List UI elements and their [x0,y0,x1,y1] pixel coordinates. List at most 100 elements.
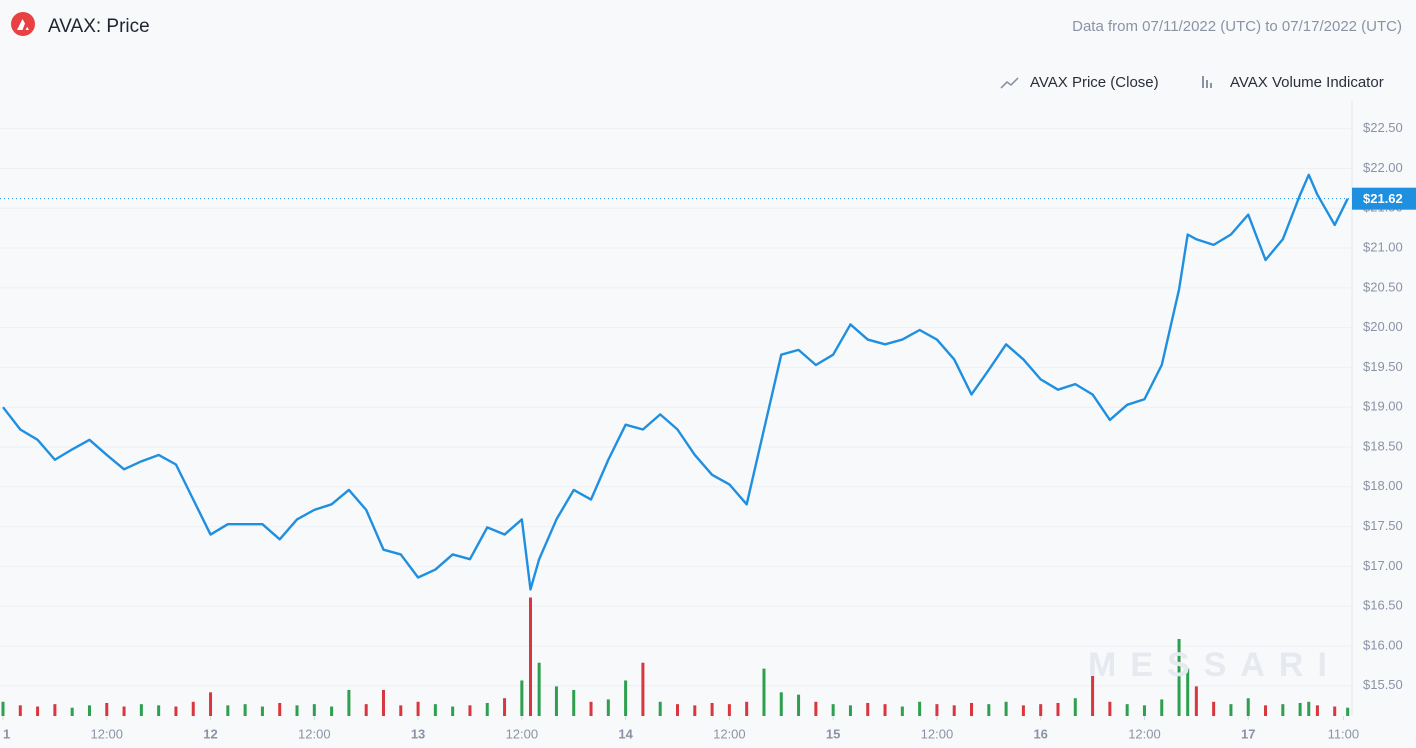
volume-bar [528,597,532,716]
volume-bar [1108,701,1112,716]
y-tick-label: $17.00 [1363,558,1403,573]
volume-bar [278,702,282,716]
volume-bar [191,701,195,716]
volume-bar [987,704,991,716]
volume-bar [87,705,91,716]
volume-bar [451,706,455,716]
volume-bar [1039,704,1043,716]
volume-bar [624,680,628,716]
volume-bar [606,699,610,716]
volume-bar [347,689,351,716]
volume-bar [554,686,558,716]
volume-bar [1264,705,1268,716]
volume-bar [18,705,22,716]
y-tick-label: $17.50 [1363,518,1403,533]
volume-bar [848,705,852,716]
volume-bar [970,702,974,716]
volume-bar [1281,704,1285,716]
volume-bar [1315,705,1319,716]
volume-bar [433,704,437,716]
volume-bar [485,702,489,716]
volume-bar [589,701,593,716]
volume-bar [952,705,956,716]
x-tick-label: 12:00 [506,726,539,741]
x-tick-label: 12:00 [1128,726,1161,741]
x-tick-label: 12:00 [921,726,954,741]
volume-bar [226,705,230,716]
volume-bar [641,662,645,716]
volume-bar [727,704,731,716]
volume-bar [1073,698,1077,716]
volume-bar [900,706,904,716]
volume-bar [260,706,264,716]
y-tick-label: $15.50 [1363,677,1403,692]
volume-bar [295,705,299,716]
volume-bar [1246,698,1250,716]
volume-bar [157,705,161,716]
x-tick-label: 12:00 [90,726,123,741]
legend-label[interactable]: AVAX Price (Close) [1030,74,1159,91]
volume-bar [918,701,922,716]
y-tick-label: $20.50 [1363,279,1403,294]
y-tick-label: $22.00 [1363,160,1403,175]
volume-bar [209,692,213,716]
volume-bar [1346,707,1350,716]
x-tick-label: 12:00 [713,726,746,741]
volume-bar [312,704,316,716]
volume-bar [36,706,40,716]
volume-bar [468,705,472,716]
x-tick-label: 17 [1241,726,1255,741]
volume-bar [1212,701,1216,716]
logo [11,12,35,36]
volume-bar [831,704,835,716]
x-tick-label: 12 [203,726,217,741]
y-tick-label: $22.50 [1363,120,1403,135]
volume-bar [1091,674,1095,716]
volume-bar [676,704,679,716]
volume-bar [710,702,714,716]
volume-bars [1,597,1350,716]
x-tick-label: 11:00 [1328,726,1360,741]
volume-bar [105,702,109,716]
legend: AVAX Price (Close) AVAX Volume Indicator [1000,74,1384,91]
y-tick-label: $19.50 [1363,359,1403,374]
last-price-label: $21.62 [1363,191,1403,206]
volume-bar [883,704,887,716]
volume-bar [53,704,57,716]
price-line [2,173,1349,591]
chart-title: AVAX: Price [48,16,150,37]
volume-bar [1056,702,1060,716]
volume-bar [330,706,334,716]
x-tick-label: 12:00 [298,726,331,741]
chart-subtitle: Data from 07/11/2022 (UTC) to 07/17/2022… [1072,18,1402,35]
volume-bar [572,689,576,716]
volume-bar [537,662,541,716]
volume-bar [1298,702,1302,716]
volume-bar [658,701,662,716]
legend-line-icon [1000,77,1019,89]
volume-bar [70,707,74,716]
legend-bar-icon [1202,76,1212,88]
volume-bar [1004,701,1008,716]
volume-bar [1177,639,1181,716]
volume-bar [1194,686,1198,716]
volume-bar [1125,704,1129,716]
volume-bar [399,705,403,716]
y-tick-label: $20.00 [1363,319,1403,334]
x-tick-label: 15 [826,726,840,741]
volume-bar [243,704,247,716]
volume-bar [762,668,766,716]
x-tick-label: 16 [1033,726,1047,741]
y-tick-label: $16.50 [1363,598,1403,613]
volume-bar [866,702,870,716]
legend-label[interactable]: AVAX Volume Indicator [1230,74,1384,91]
volume-bar [1160,699,1164,716]
y-tick-label: $19.00 [1363,399,1403,414]
last-price-badge [1352,187,1416,210]
y-tick-label: $16.00 [1363,637,1403,652]
volume-bar [814,701,818,716]
y-tick-label: $21.00 [1363,239,1403,254]
volume-bar [503,698,507,716]
